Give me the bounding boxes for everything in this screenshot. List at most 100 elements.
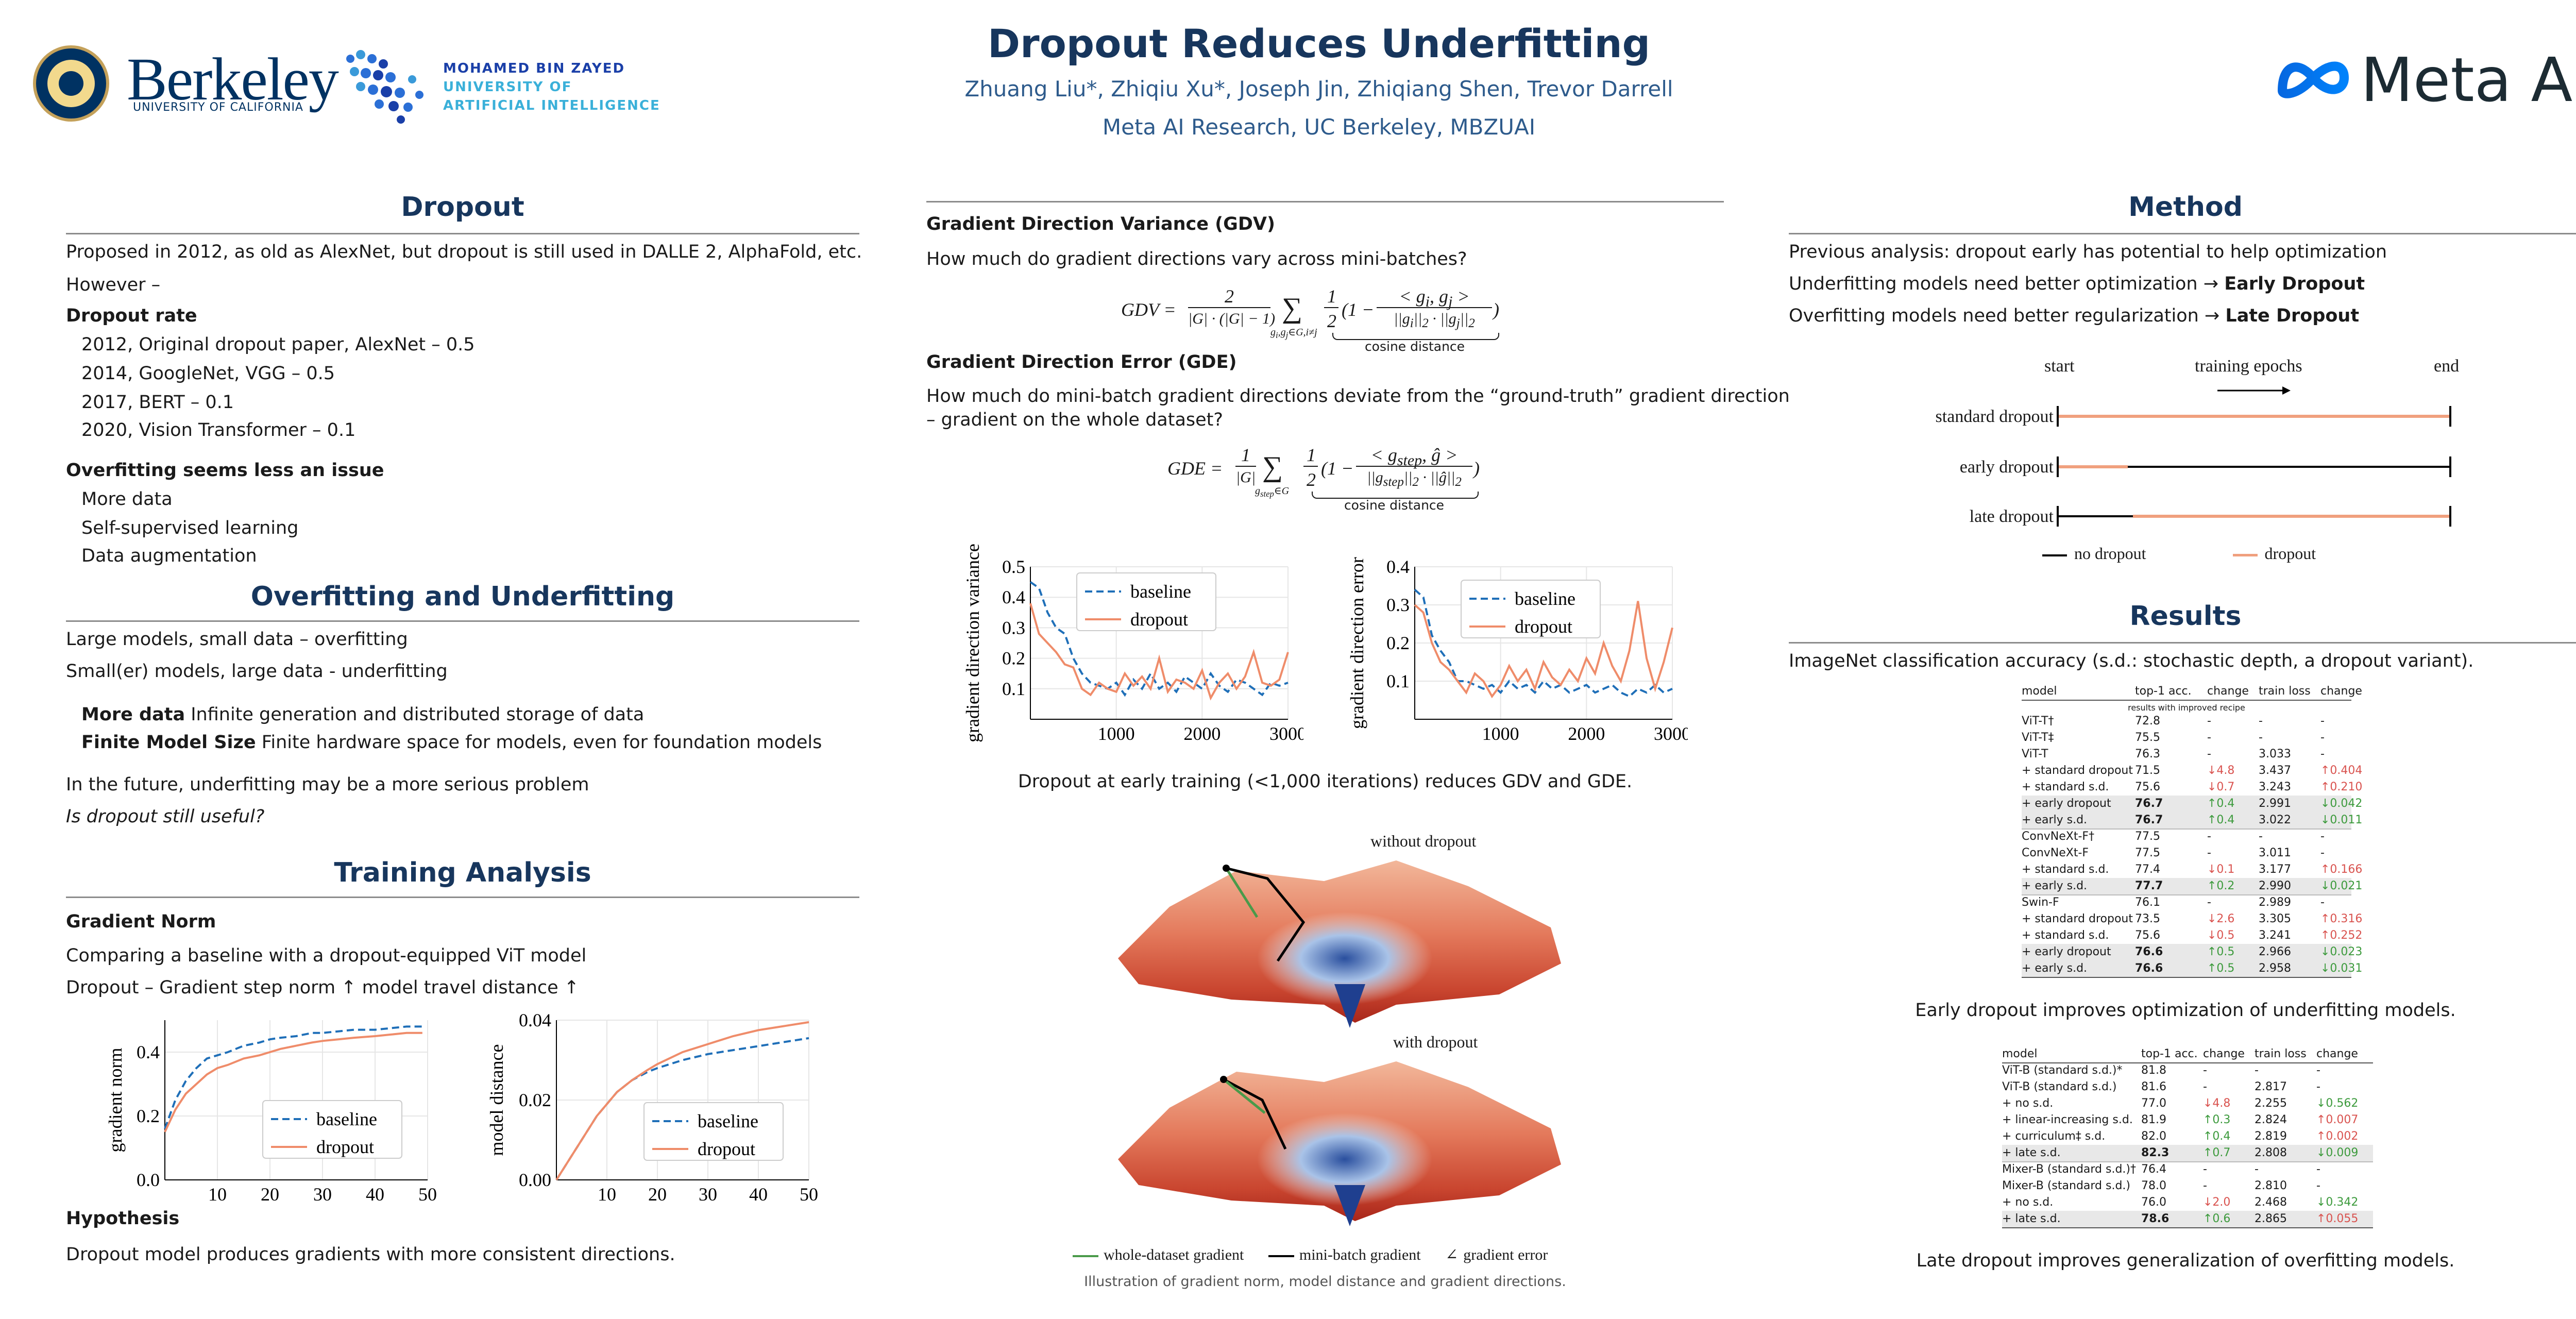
- angle-icon: ∠: [1445, 1246, 1459, 1263]
- table-header-cell: top-1 acc.: [2135, 685, 2192, 698]
- table-cell: ↑0.4: [2207, 797, 2235, 810]
- table-row: ViT-T 76.3 - 3.033 -: [2022, 746, 2351, 763]
- table-cell: ↓0.7: [2207, 781, 2235, 793]
- x-tick-label: 3000: [1269, 723, 1303, 744]
- table-cell: ↓4.8: [2207, 764, 2235, 777]
- table-cell: ↓4.8: [2203, 1097, 2231, 1110]
- table-cell: 77.4: [2135, 863, 2160, 876]
- table-cell: ↓0.009: [2316, 1146, 2359, 1159]
- series-line-dropout: [1029, 603, 1289, 701]
- gde-cos-label: cosine distance: [1344, 498, 1445, 513]
- table-cell: ↓0.5: [2207, 929, 2235, 942]
- y-tick-label: 0.1: [1386, 671, 1410, 691]
- ovu-finite-label: Finite Model Size: [81, 732, 256, 753]
- ovu-more-data: More data Infinite generation and distri…: [81, 706, 644, 724]
- table-cell: + standard dropout: [2022, 912, 2133, 925]
- schedule-row-label: early dropout: [1959, 458, 2054, 477]
- table-cell: 82.3: [2141, 1146, 2170, 1159]
- legend-label: dropout: [698, 1139, 755, 1159]
- meta-ai-logo-text: Meta AI: [2361, 44, 2576, 115]
- table-cell: 76.7: [2135, 797, 2163, 810]
- table-cell: 2.468: [2255, 1196, 2287, 1209]
- table-header-row: model top-1 acc. change train loss change: [2002, 1046, 2373, 1062]
- x-tick-label: 40: [749, 1184, 768, 1205]
- table-cell: 78.6: [2141, 1212, 2170, 1225]
- table-row: + early dropout 76.6 ↑0.5 2.966 ↓0.023: [2022, 944, 2362, 960]
- dropout-rate-heading: Dropout rate: [66, 306, 197, 326]
- table-cell: ↑0.6: [2203, 1212, 2231, 1225]
- y-tick-label: 0.4: [137, 1042, 160, 1062]
- table-cell: 3.305: [2259, 912, 2291, 925]
- table-cell: -: [2320, 896, 2325, 909]
- dropout-however: However –: [66, 275, 161, 295]
- table-cell: ↓0.042: [2320, 797, 2363, 810]
- y-axis-label: model distance: [486, 1044, 507, 1156]
- table-header-cell: model: [2002, 1047, 2038, 1060]
- table-header-cell: change: [2316, 1047, 2358, 1060]
- table-cell: 2.990: [2259, 880, 2291, 892]
- table-cell: -: [2259, 715, 2263, 728]
- berkeley-seal: [33, 45, 109, 122]
- table-cell: ↑0.316: [2320, 912, 2363, 925]
- table-cell: ↓0.562: [2316, 1097, 2359, 1110]
- table-cell: -: [2207, 715, 2211, 728]
- landscape-without-dropout: [1118, 860, 1561, 1028]
- divider: [1789, 642, 2576, 644]
- ovu-line: Small(er) models, large data - underfitt…: [66, 661, 448, 682]
- divider: [66, 897, 859, 898]
- y-tick-label: 0.02: [519, 1090, 551, 1110]
- y-tick-label: 0.4: [1002, 587, 1025, 607]
- table-cell: -: [2255, 1064, 2259, 1077]
- table-cell: + early dropout: [2022, 945, 2111, 958]
- overfit-heading: Overfitting seems less an issue: [66, 460, 384, 481]
- table-cell: 81.9: [2141, 1113, 2166, 1126]
- x-tick-label: 40: [366, 1184, 384, 1205]
- chart-legend: baseline dropout: [262, 1100, 402, 1159]
- divider: [66, 620, 859, 622]
- table-cell: ↓0.342: [2316, 1196, 2359, 1209]
- results-caption-late: Late dropout improves generalization of …: [1916, 1250, 2455, 1271]
- grad-norm-heading: Gradient Norm: [66, 911, 216, 932]
- table-cell: ViT-T: [2022, 748, 2048, 760]
- table-cell: 2.255: [2255, 1097, 2287, 1110]
- x-tick-label: 20: [261, 1184, 279, 1205]
- table-header-cell: change: [2320, 685, 2362, 698]
- y-tick-label: 0.2: [137, 1106, 160, 1126]
- table-cell: + standard s.d.: [2022, 929, 2109, 942]
- table-cell: 78.0: [2141, 1179, 2166, 1192]
- gdv-caption: Dropout at early training (<1,000 iterat…: [1018, 771, 1633, 792]
- table-cell: -: [2207, 847, 2211, 859]
- berkeley-logo-sub: UNIVERSITY OF CALIFORNIA: [133, 101, 303, 114]
- table-cell: -: [2259, 830, 2263, 843]
- table-rule: [2022, 828, 2351, 830]
- table-row: ViT-T‡ 75.5 - - -: [2022, 730, 2351, 746]
- hypothesis-heading: Hypothesis: [66, 1208, 180, 1229]
- table-row: + standard s.d. 75.6 ↓0.5 3.241 ↑0.252: [2022, 927, 2362, 944]
- table-cell: ↑0.007: [2316, 1113, 2359, 1126]
- section-heading-results: Results: [2129, 601, 2242, 632]
- divider: [1789, 233, 2576, 234]
- table-rule: [2002, 1161, 2373, 1162]
- table-cell: ViT-B (standard s.d.)*: [2002, 1064, 2123, 1077]
- dropout-intro: Proposed in 2012, as old as AlexNet, but…: [66, 242, 862, 262]
- table-cell: 76.1: [2135, 896, 2160, 909]
- results-table-late: model top-1 acc. change train loss change ViT…: [2002, 1046, 2373, 1242]
- overfit-reason: Data augmentation: [81, 546, 257, 566]
- table-cell: 77.5: [2135, 830, 2160, 843]
- table-cell: Mixer-B (standard s.d.): [2002, 1179, 2131, 1192]
- chart-legend: baseline dropout: [643, 1102, 784, 1161]
- y-axis-label: gradient direction variance: [963, 544, 983, 742]
- results-caption-early: Early dropout improves optimization of u…: [1915, 1000, 2456, 1021]
- table-header-cell: top-1 acc.: [2141, 1047, 2198, 1060]
- table-row: + early s.d. 76.6 ↑0.5 2.958 ↓0.031: [2022, 960, 2362, 977]
- x-tick-label: 50: [800, 1184, 818, 1205]
- table-cell: ConvNeXt-F: [2022, 847, 2089, 859]
- table-subheader: results with improved recipe: [2128, 703, 2245, 713]
- table-row: ViT-B (standard s.d.)* 81.8 - - -: [2002, 1062, 2373, 1079]
- schedule-bars: [2057, 406, 2451, 527]
- table-row: + standard s.d. 75.6 ↓0.7 3.243 ↑0.210: [2022, 779, 2362, 796]
- table-cell: ↑0.3: [2203, 1113, 2231, 1126]
- table-cell: 2.865: [2255, 1212, 2287, 1225]
- legend-green-line-icon: [1073, 1255, 1098, 1258]
- y-tick-label: 0.2: [1386, 633, 1410, 653]
